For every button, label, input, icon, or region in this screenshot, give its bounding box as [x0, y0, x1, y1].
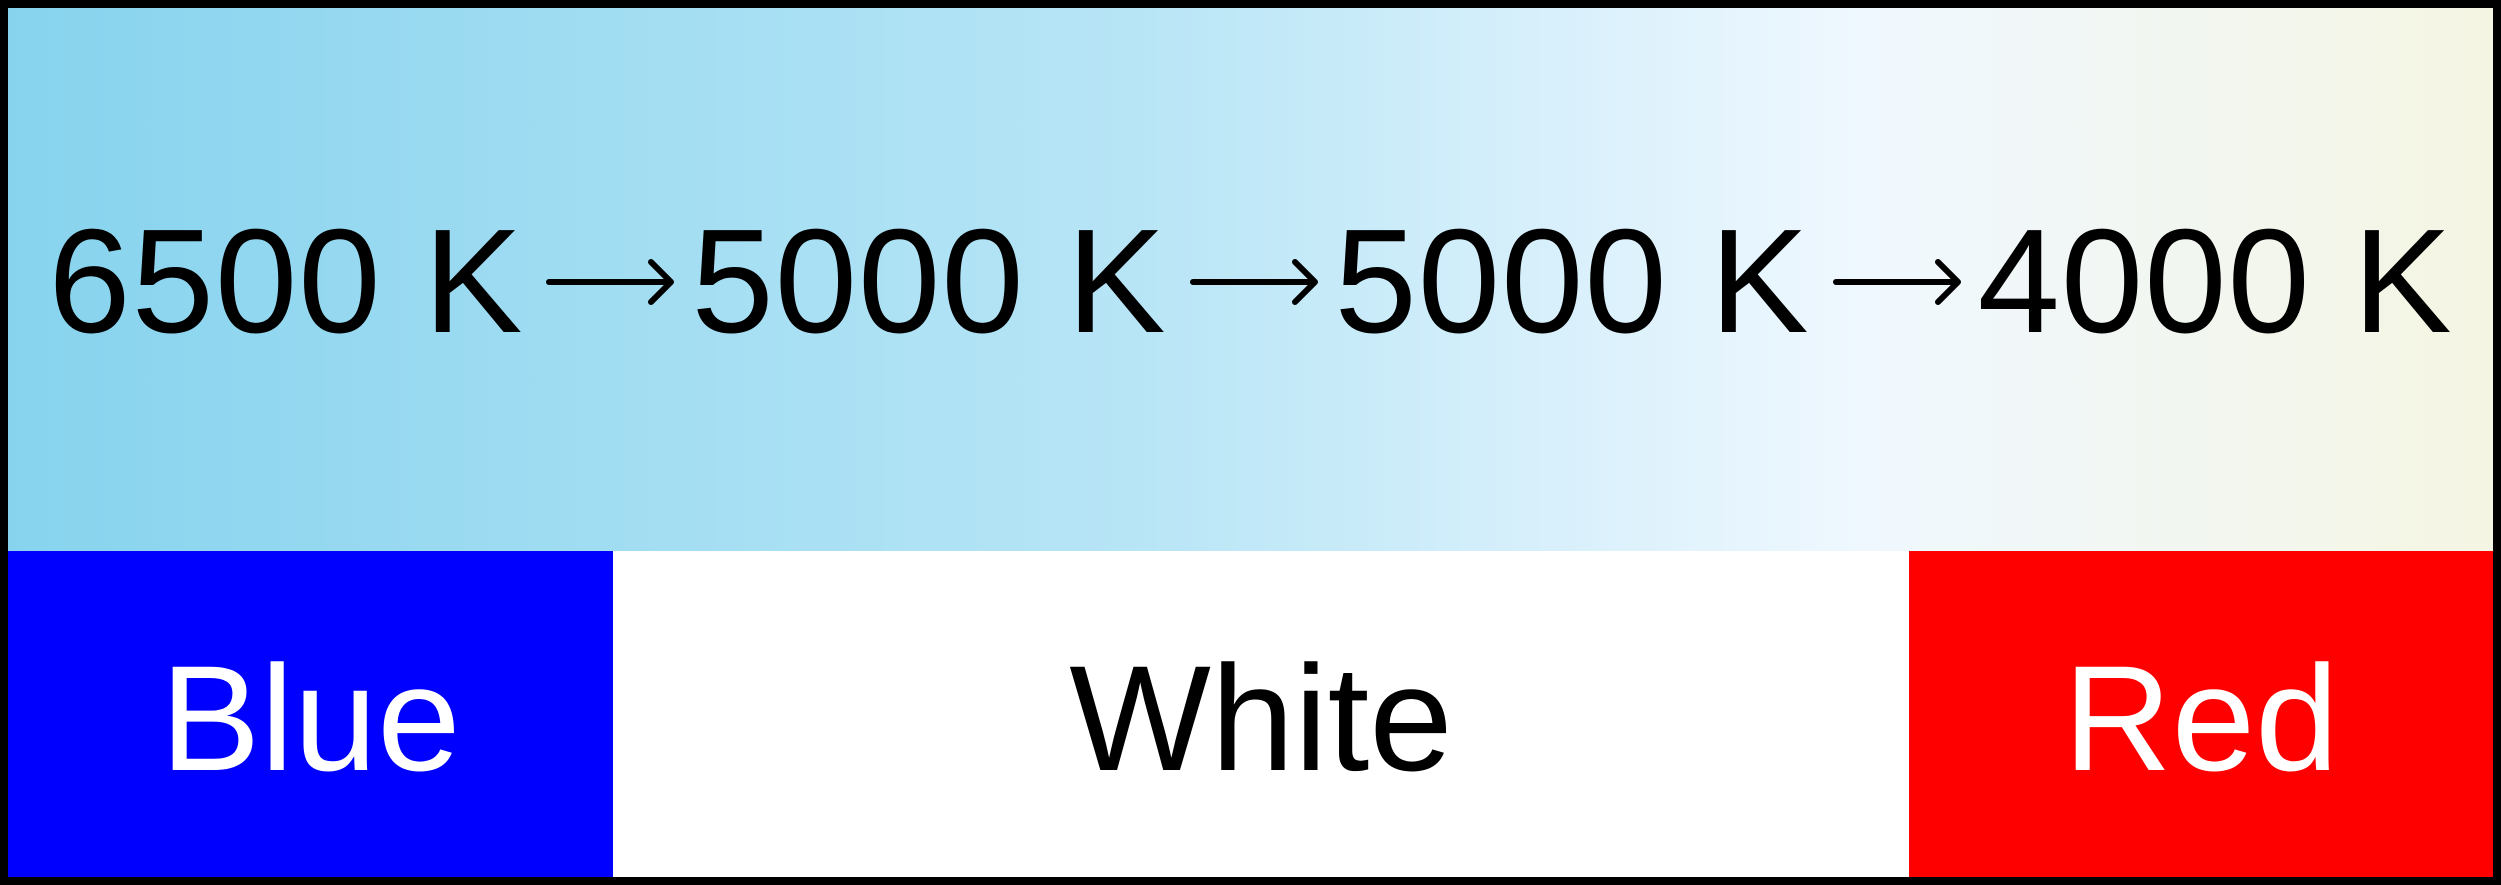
blue-band-label: Blue — [160, 634, 461, 802]
color-temperature-band: 6500 K 5000 K 5000 K 4000 K — [8, 8, 2493, 551]
color-band-row: Blue White Red — [8, 551, 2493, 877]
temperature-label-3: 5000 K — [1334, 198, 1810, 364]
red-band: Red — [1909, 551, 2493, 877]
red-band-label: Red — [2063, 634, 2339, 802]
blue-band: Blue — [8, 551, 613, 877]
white-band: White — [613, 551, 1909, 877]
right-arrow-icon — [545, 242, 677, 322]
temperature-sequence: 6500 K 5000 K 5000 K 4000 K — [48, 204, 2452, 356]
white-band-label: White — [1069, 634, 1453, 802]
temperature-label-2: 5000 K — [691, 198, 1167, 364]
right-arrow-icon — [1189, 242, 1321, 322]
temperature-label-4: 4000 K — [1977, 198, 2453, 364]
temperature-label-1: 6500 K — [48, 198, 524, 364]
right-arrow-icon — [1832, 242, 1964, 322]
